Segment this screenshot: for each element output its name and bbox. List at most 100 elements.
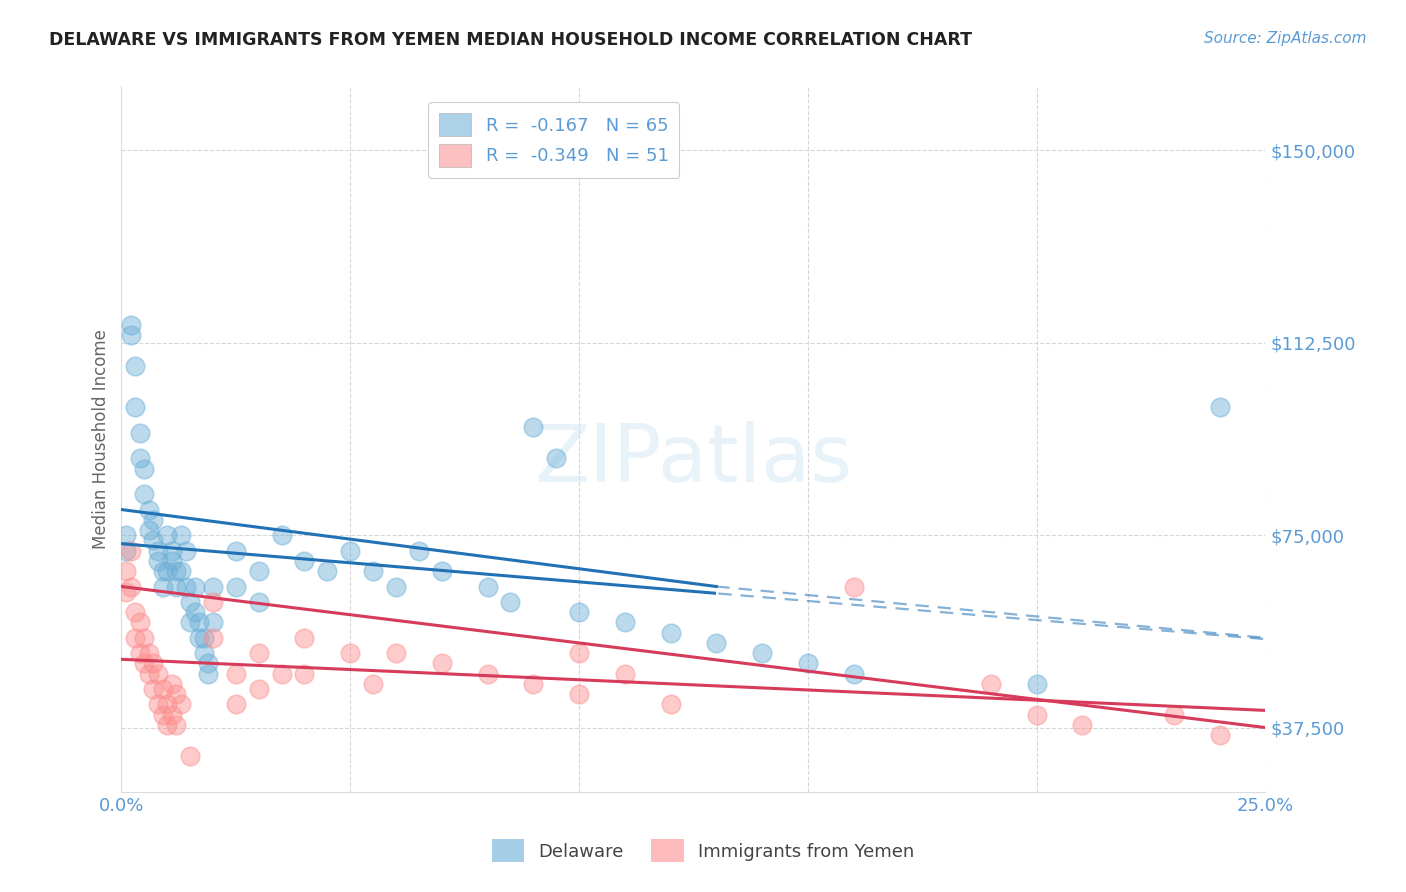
Legend: R =  -0.167   N = 65, R =  -0.349   N = 51: R = -0.167 N = 65, R = -0.349 N = 51 <box>427 103 679 178</box>
Point <box>124 631 146 645</box>
Point <box>477 580 499 594</box>
Point <box>1025 677 1047 691</box>
Point <box>201 580 224 594</box>
Point <box>179 748 201 763</box>
Point <box>160 543 183 558</box>
Point <box>156 528 179 542</box>
Point <box>128 451 150 466</box>
Text: DELAWARE VS IMMIGRANTS FROM YEMEN MEDIAN HOUSEHOLD INCOME CORRELATION CHART: DELAWARE VS IMMIGRANTS FROM YEMEN MEDIAN… <box>49 31 972 49</box>
Point <box>120 318 142 332</box>
Point <box>522 420 544 434</box>
Point <box>568 646 591 660</box>
Point <box>115 564 138 578</box>
Point <box>183 580 205 594</box>
Point <box>247 595 270 609</box>
Point <box>225 698 247 712</box>
Point <box>179 595 201 609</box>
Point <box>193 646 215 660</box>
Point <box>613 666 636 681</box>
Point <box>197 657 219 671</box>
Point <box>1071 718 1094 732</box>
Point <box>152 682 174 697</box>
Point <box>138 646 160 660</box>
Point <box>170 698 193 712</box>
Point <box>225 580 247 594</box>
Point <box>160 554 183 568</box>
Point <box>225 543 247 558</box>
Point <box>152 580 174 594</box>
Point <box>134 487 156 501</box>
Point <box>156 718 179 732</box>
Point <box>201 631 224 645</box>
Point <box>170 564 193 578</box>
Point <box>613 615 636 630</box>
Point <box>134 631 156 645</box>
Point <box>160 677 183 691</box>
Point <box>197 666 219 681</box>
Point <box>146 698 169 712</box>
Point <box>146 666 169 681</box>
Point <box>201 595 224 609</box>
Point <box>128 425 150 440</box>
Point <box>408 543 430 558</box>
Point <box>165 580 187 594</box>
Point <box>659 625 682 640</box>
Point <box>128 646 150 660</box>
Point <box>115 584 138 599</box>
Point <box>138 502 160 516</box>
Point <box>174 580 197 594</box>
Point <box>165 564 187 578</box>
Text: ZIPatlas: ZIPatlas <box>534 421 852 500</box>
Point <box>1209 400 1232 414</box>
Point <box>842 666 865 681</box>
Point <box>156 698 179 712</box>
Point <box>124 400 146 414</box>
Point <box>120 328 142 343</box>
Point <box>294 666 316 681</box>
Point <box>170 528 193 542</box>
Point <box>270 528 292 542</box>
Point <box>385 646 408 660</box>
Point <box>568 605 591 619</box>
Point <box>142 533 165 548</box>
Point <box>294 554 316 568</box>
Y-axis label: Median Household Income: Median Household Income <box>93 329 110 549</box>
Point <box>134 461 156 475</box>
Point <box>183 605 205 619</box>
Point <box>546 451 568 466</box>
Point <box>225 666 247 681</box>
Point <box>152 564 174 578</box>
Point <box>142 513 165 527</box>
Point <box>142 682 165 697</box>
Point <box>294 631 316 645</box>
Point <box>138 523 160 537</box>
Point <box>179 615 201 630</box>
Point <box>1209 728 1232 742</box>
Point <box>152 707 174 722</box>
Point <box>247 564 270 578</box>
Point <box>193 631 215 645</box>
Point <box>477 666 499 681</box>
Point <box>124 605 146 619</box>
Point <box>797 657 820 671</box>
Legend: Delaware, Immigrants from Yemen: Delaware, Immigrants from Yemen <box>485 832 921 870</box>
Point <box>842 580 865 594</box>
Point <box>138 666 160 681</box>
Point <box>361 564 384 578</box>
Point <box>156 564 179 578</box>
Point <box>146 554 169 568</box>
Point <box>201 615 224 630</box>
Point <box>247 682 270 697</box>
Point <box>430 564 453 578</box>
Point <box>339 646 361 660</box>
Point <box>120 543 142 558</box>
Point <box>165 687 187 701</box>
Point <box>115 528 138 542</box>
Point <box>115 543 138 558</box>
Point <box>188 631 211 645</box>
Point <box>499 595 522 609</box>
Point <box>134 657 156 671</box>
Point <box>146 543 169 558</box>
Point <box>1163 707 1185 722</box>
Point <box>165 718 187 732</box>
